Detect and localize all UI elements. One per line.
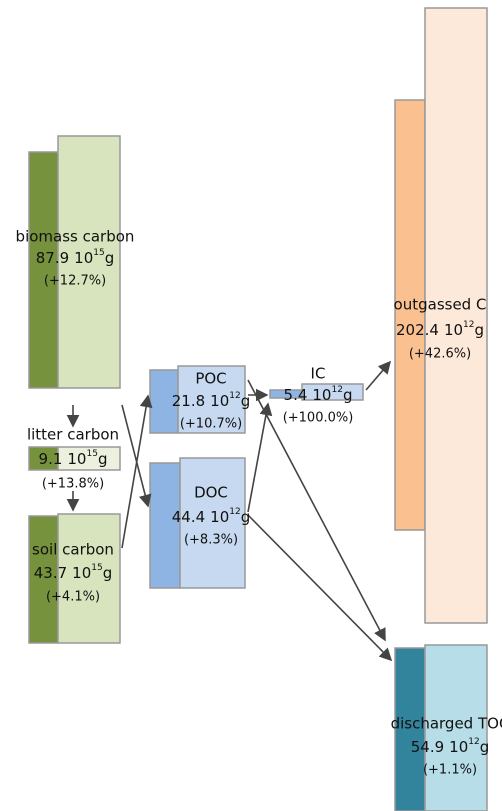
node-label: outgassed C <box>394 296 487 314</box>
node-change: (+100.0%) <box>283 411 354 426</box>
box <box>301 383 364 401</box>
arrow <box>247 514 393 662</box>
node-change: (+12.7%) <box>44 274 106 289</box>
unit-base: 10 <box>74 249 93 267</box>
arrows <box>66 360 393 662</box>
unit-suffix: g <box>480 738 490 756</box>
box <box>57 513 121 644</box>
node-value: 5.4 1012g <box>284 385 353 404</box>
unit-base: 10 <box>210 392 229 410</box>
node-label: POC <box>195 370 226 388</box>
node-value: 54.9 1012g <box>411 737 489 756</box>
node-label: soil carbon <box>32 541 114 559</box>
exponent: 12 <box>463 320 474 330</box>
node-label: biomass carbon <box>16 228 135 246</box>
node-change: (+1.1%) <box>423 763 477 778</box>
node-label: IC <box>311 365 326 383</box>
unit-base: 10 <box>67 450 86 468</box>
box <box>424 7 488 624</box>
boxes <box>28 7 488 811</box>
node-value: 202.4 1012g <box>396 320 484 339</box>
box <box>394 647 426 811</box>
exponent: 12 <box>229 507 240 517</box>
value: 9.1 <box>39 450 63 468</box>
node-value: 87.9 1015g <box>36 248 114 267</box>
exponent: 12 <box>331 385 342 395</box>
arrow <box>365 360 392 391</box>
unit-suffix: g <box>474 321 484 339</box>
node-label: litter carbon <box>27 426 119 444</box>
node-change: (+13.8%) <box>42 477 104 492</box>
box <box>424 644 488 811</box>
value: 43.7 <box>34 564 67 582</box>
value: 202.4 <box>396 321 439 339</box>
node-change: (+10.7%) <box>180 417 242 432</box>
value: 87.9 <box>36 249 69 267</box>
box <box>28 151 59 389</box>
box <box>179 457 246 589</box>
node-change: (+8.3%) <box>184 533 238 548</box>
unit-suffix: g <box>343 386 353 404</box>
arrow <box>121 394 153 549</box>
exponent: 15 <box>86 449 97 459</box>
unit-suffix: g <box>103 564 113 582</box>
box <box>149 462 181 589</box>
box <box>57 446 121 471</box>
exponent: 12 <box>468 737 479 747</box>
value: 5.4 <box>284 386 308 404</box>
box <box>57 135 121 389</box>
node-change: (+42.6%) <box>409 347 471 362</box>
unit-base: 10 <box>449 738 468 756</box>
node-value: 44.4 1012g <box>172 507 250 526</box>
unit-base: 10 <box>210 508 229 526</box>
node-value: 9.1 1015g <box>39 449 108 468</box>
exponent: 12 <box>229 391 240 401</box>
unit-base: 10 <box>312 386 331 404</box>
exponent: 15 <box>91 563 102 573</box>
value: 44.4 <box>172 508 205 526</box>
unit-suffix: g <box>105 249 115 267</box>
node-label: DOC <box>194 484 228 502</box>
unit-suffix: g <box>98 450 108 468</box>
exponent: 15 <box>93 248 104 258</box>
arrow <box>121 404 152 508</box>
box <box>149 369 179 434</box>
arrow <box>247 402 273 513</box>
box <box>177 365 246 434</box>
node-value: 21.8 1012g <box>172 391 250 410</box>
node-change: (+4.1%) <box>46 590 100 605</box>
arrow <box>247 379 386 642</box>
node-label: discharged TOC <box>391 715 502 733</box>
node-value: 43.7 1015g <box>34 563 112 582</box>
unit-suffix: g <box>241 508 251 526</box>
box <box>394 99 426 531</box>
value: 21.8 <box>172 392 205 410</box>
unit-base: 10 <box>72 564 91 582</box>
unit-base: 10 <box>444 321 463 339</box>
value: 54.9 <box>411 738 444 756</box>
unit-suffix: g <box>241 392 251 410</box>
